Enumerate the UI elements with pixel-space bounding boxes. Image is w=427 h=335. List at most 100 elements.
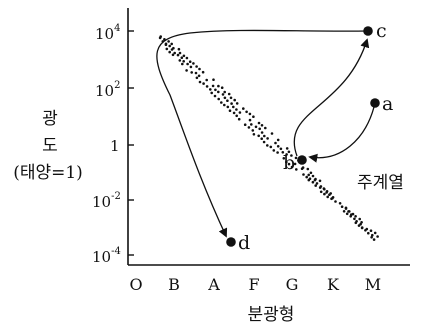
main-sequence-dot <box>254 125 258 129</box>
main-sequence-dot <box>358 217 362 221</box>
main-sequence-dot <box>252 115 255 118</box>
main-sequence-dot <box>245 110 248 114</box>
main-sequence-dot <box>309 171 313 175</box>
main-sequence-dot <box>223 103 226 107</box>
main-sequence-dot <box>214 88 217 92</box>
y-tick-label-1e2: 102 <box>95 80 120 100</box>
main-sequence-dot <box>201 70 205 74</box>
main-sequence-dot <box>228 109 232 112</box>
main-sequence-dot <box>370 236 373 239</box>
main-sequence-dot <box>232 105 235 109</box>
main-sequence-dot <box>171 53 175 57</box>
main-sequence-dot <box>213 94 217 98</box>
main-sequence-dot <box>306 167 310 171</box>
main-sequence-dot <box>262 140 266 144</box>
main-sequence-dot <box>247 126 251 129</box>
main-sequence-dot <box>290 154 293 157</box>
main-sequence-dot <box>357 224 361 227</box>
main-sequence-dot <box>194 71 198 75</box>
main-sequence-dot <box>164 43 168 46</box>
main-sequence-dot <box>205 85 209 88</box>
main-sequence-dot <box>334 200 337 203</box>
main-sequence-dot <box>182 54 186 58</box>
main-sequence-dot <box>276 138 280 142</box>
star-d-label: d <box>238 232 250 254</box>
main-sequence-dot <box>195 65 198 68</box>
main-sequence-dot <box>195 76 199 80</box>
main-sequence-dot <box>274 141 277 145</box>
main-sequence-dot <box>311 180 315 184</box>
main-sequence-label: 주계열 <box>357 173 404 193</box>
x-tick-label-A: A <box>207 275 220 294</box>
main-sequence-dot <box>223 90 226 94</box>
main-sequence-dot <box>279 147 283 151</box>
main-sequence-dot <box>217 97 220 101</box>
main-sequence-dot <box>319 190 323 194</box>
main-sequence-dot <box>285 160 288 164</box>
main-sequence-dot <box>347 210 350 213</box>
main-sequence-dot <box>287 150 291 154</box>
main-sequence-dot <box>168 50 171 54</box>
main-sequence-dot <box>190 71 193 74</box>
x-tick-label-O: O <box>129 275 142 294</box>
main-sequence-dot <box>260 131 264 134</box>
main-sequence-dot <box>290 165 294 169</box>
main-sequence-dot <box>287 162 291 166</box>
main-sequence-dot <box>307 178 311 182</box>
main-sequence-dot <box>349 215 353 218</box>
main-sequence-dot <box>223 96 227 100</box>
main-sequence-dot <box>180 56 184 59</box>
main-sequence-dot <box>242 107 245 110</box>
main-sequence-dot <box>263 134 266 138</box>
main-sequence-dot <box>318 179 322 183</box>
main-sequence-dot <box>305 175 309 179</box>
main-sequence-dot <box>285 147 289 150</box>
main-sequence-dot <box>276 145 280 148</box>
main-sequence-dot <box>221 93 225 96</box>
main-sequence-dot <box>252 133 256 136</box>
main-sequence-dot <box>282 157 286 160</box>
main-sequence-dot <box>192 62 195 65</box>
main-sequence-dot <box>232 111 236 115</box>
star-a-label: a <box>382 93 393 115</box>
main-sequence-dot <box>211 84 215 88</box>
main-sequence-dot <box>344 207 348 210</box>
main-sequence-dot <box>269 145 273 149</box>
main-sequence-dot <box>227 92 231 96</box>
main-sequence-dot <box>376 235 379 238</box>
y-tick-marks <box>128 30 134 256</box>
main-sequence-dot <box>371 233 374 237</box>
main-sequence-dot <box>293 162 297 166</box>
main-sequence-dot <box>210 91 213 95</box>
main-sequence-dot <box>302 173 305 176</box>
main-sequence-dot <box>373 231 377 235</box>
main-sequence-dot <box>217 90 220 94</box>
main-sequence-dot <box>270 132 274 135</box>
main-sequence-dot <box>264 126 267 130</box>
main-sequence-dot <box>189 65 193 69</box>
main-sequence-dot <box>260 137 264 140</box>
y-tick-label-1e-2: 10-2 <box>92 191 121 211</box>
x-tick-label-B: B <box>168 275 180 294</box>
main-sequence-dot <box>185 69 188 72</box>
main-sequence-dot <box>330 197 333 201</box>
main-sequence-dot <box>229 96 233 100</box>
y-tick-label-1e-4: 10-4 <box>92 246 121 266</box>
star-c-point <box>363 26 373 36</box>
main-sequence-dot <box>342 210 346 213</box>
main-sequence-dot <box>266 144 269 147</box>
main-sequence-dot <box>260 124 264 127</box>
main-sequence-dot <box>345 212 349 216</box>
main-sequence-dot <box>338 202 342 205</box>
main-sequence-dot <box>158 36 162 40</box>
main-sequence-dot <box>173 51 176 55</box>
main-sequence-dot <box>258 127 262 131</box>
main-sequence-dot <box>235 114 238 118</box>
main-sequence-dot <box>315 182 319 185</box>
main-sequence-dot <box>300 167 304 170</box>
main-sequence-dot <box>353 217 356 221</box>
main-sequence-dot <box>167 40 170 43</box>
main-sequence-dot <box>318 186 322 189</box>
